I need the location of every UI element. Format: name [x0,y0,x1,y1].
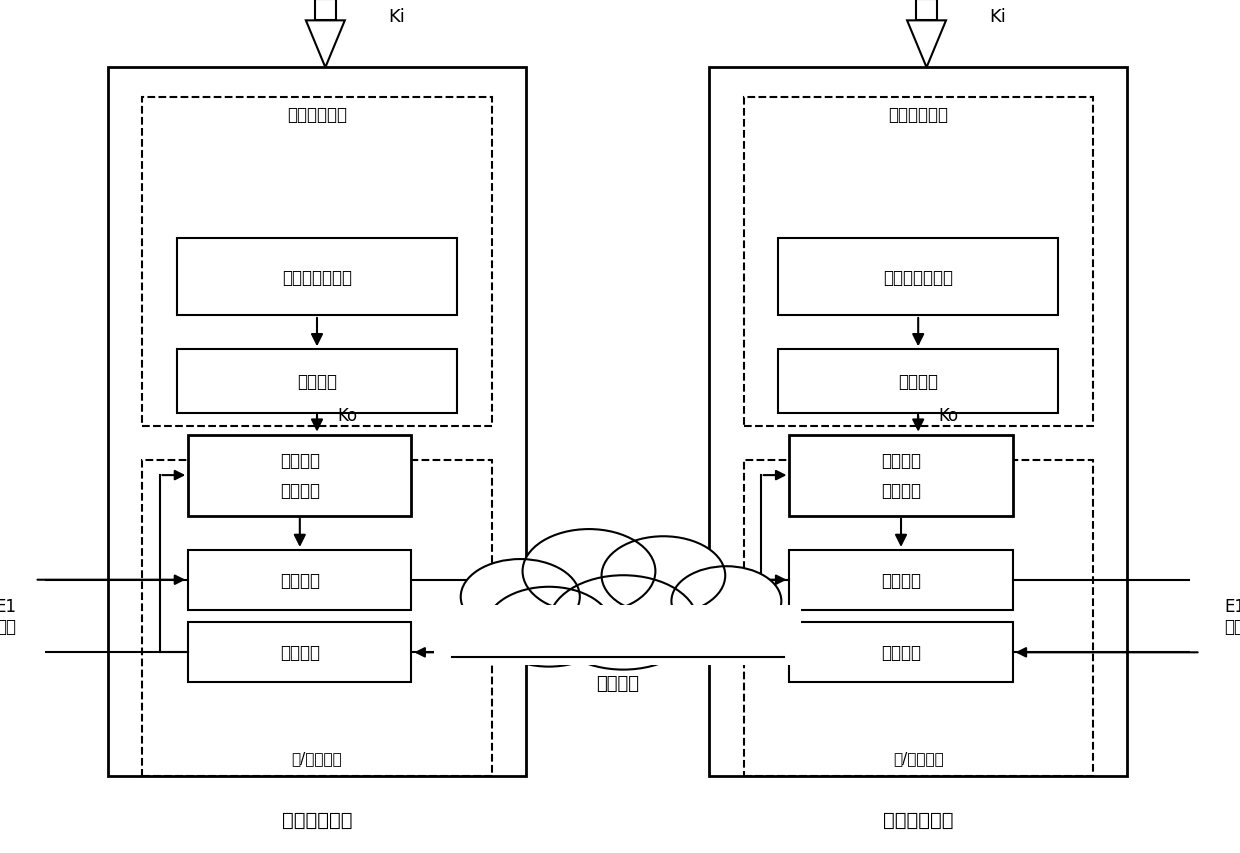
Bar [709,68,1127,776]
Bar [744,461,1092,776]
Text: 量子密钥资源池: 量子密钥资源池 [883,268,954,287]
Text: Ki: Ki [990,8,1007,26]
Text: 密钥扩展: 密钥扩展 [898,373,939,391]
Text: 控制单元: 控制单元 [280,482,320,500]
Text: 加/解密处理: 加/解密处理 [893,750,944,765]
Text: 加密单元: 加密单元 [882,643,921,662]
Bar [177,239,458,316]
Bar [188,435,412,516]
Text: 密码同步: 密码同步 [882,451,921,469]
Text: Ko: Ko [939,407,959,425]
Text: 控制单元: 控制单元 [882,482,921,500]
Text: 加密单元: 加密单元 [280,571,320,589]
Bar [434,606,801,665]
Bar [790,435,1013,516]
Text: 对称密钥处理: 对称密钥处理 [286,106,347,125]
Polygon shape [306,21,345,68]
Bar [188,550,412,610]
Polygon shape [908,21,946,68]
Bar [777,350,1059,414]
Text: E1
信号: E1 信号 [1225,597,1240,635]
Text: E1
信号: E1 信号 [0,597,16,635]
Bar [188,623,412,682]
Text: 加/解密处理: 加/解密处理 [291,750,342,765]
Text: 解密单元: 解密单元 [882,571,921,589]
Ellipse shape [601,537,725,615]
Ellipse shape [549,576,698,670]
Bar [315,0,336,21]
Text: 传输网络: 传输网络 [596,674,639,692]
Text: 群路加密装置: 群路加密装置 [883,810,954,829]
Text: Ki: Ki [388,8,405,26]
Text: 群路加密装置: 群路加密装置 [281,810,352,829]
Bar [744,98,1092,426]
Bar [790,623,1013,682]
Ellipse shape [522,530,656,613]
Ellipse shape [461,560,580,635]
Bar [177,350,458,414]
Text: 对称密钥处理: 对称密钥处理 [888,106,949,125]
Ellipse shape [486,587,611,667]
Bar [790,550,1013,610]
Ellipse shape [671,566,781,636]
Bar [143,461,491,776]
Bar [108,68,526,776]
Bar [777,239,1059,316]
Text: 密码同步: 密码同步 [280,451,320,469]
Text: 解密单元: 解密单元 [280,643,320,662]
Text: 密钥扩展: 密钥扩展 [298,373,337,391]
Bar [916,0,937,21]
Text: Ko: Ko [337,407,357,425]
Bar [143,98,491,426]
Text: 量子密钥资源池: 量子密钥资源池 [281,268,352,287]
